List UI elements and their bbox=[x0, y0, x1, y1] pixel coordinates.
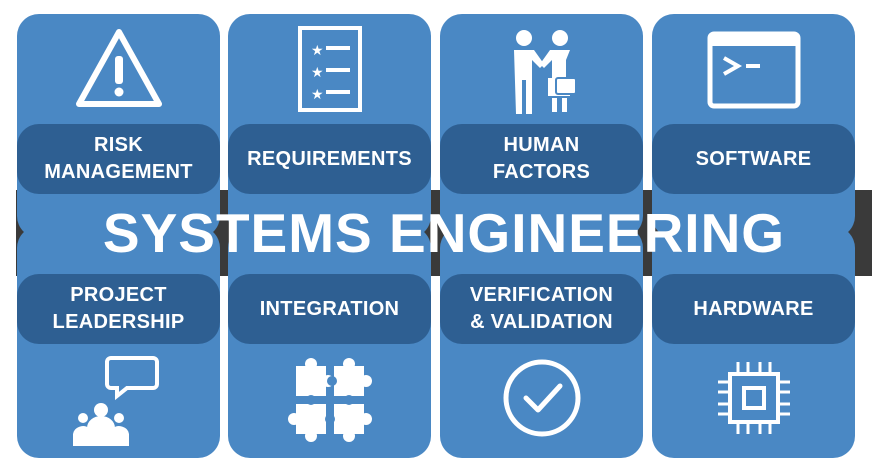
main-title: SYSTEMS ENGINEERING bbox=[102, 202, 786, 264]
card-label: PROJECT LEADERSHIP bbox=[17, 274, 220, 344]
card-project-leadership: PROJECT LEADERSHIP bbox=[17, 226, 220, 458]
card-label: INTEGRATION bbox=[228, 274, 431, 344]
svg-text:★: ★ bbox=[311, 87, 324, 103]
card-label: HUMAN FACTORS bbox=[440, 124, 643, 194]
card-label: REQUIREMENTS bbox=[228, 124, 431, 194]
puzzle-pieces-icon bbox=[228, 354, 431, 450]
card-human-factors: HUMAN FACTORS bbox=[440, 14, 643, 238]
svg-text:★: ★ bbox=[311, 43, 324, 59]
card-label: SOFTWARE bbox=[652, 124, 855, 194]
card-hardware: HARDWARE bbox=[652, 226, 855, 458]
card-label: HARDWARE bbox=[652, 274, 855, 344]
card-label: VERIFICATION & VALIDATION bbox=[440, 274, 643, 344]
card-requirements: ★ ★ ★ REQUIREMENTS bbox=[228, 14, 431, 238]
terminal-window-icon bbox=[652, 24, 855, 116]
card-integration: INTEGRATION bbox=[228, 226, 431, 458]
card-software: SOFTWARE bbox=[652, 14, 855, 238]
handshake-people-icon bbox=[440, 24, 643, 116]
microchip-icon bbox=[652, 354, 855, 450]
card-verification-validation: VERIFICATION & VALIDATION bbox=[440, 226, 643, 458]
check-circle-icon bbox=[440, 354, 643, 450]
card-label: RISK MANAGEMENT bbox=[17, 124, 220, 194]
warning-triangle-icon bbox=[17, 24, 220, 116]
team-speech-bubble-icon bbox=[17, 354, 220, 450]
checklist-icon: ★ ★ ★ bbox=[228, 24, 431, 116]
card-risk-management: RISK MANAGEMENT bbox=[17, 14, 220, 238]
svg-text:★: ★ bbox=[311, 65, 324, 81]
